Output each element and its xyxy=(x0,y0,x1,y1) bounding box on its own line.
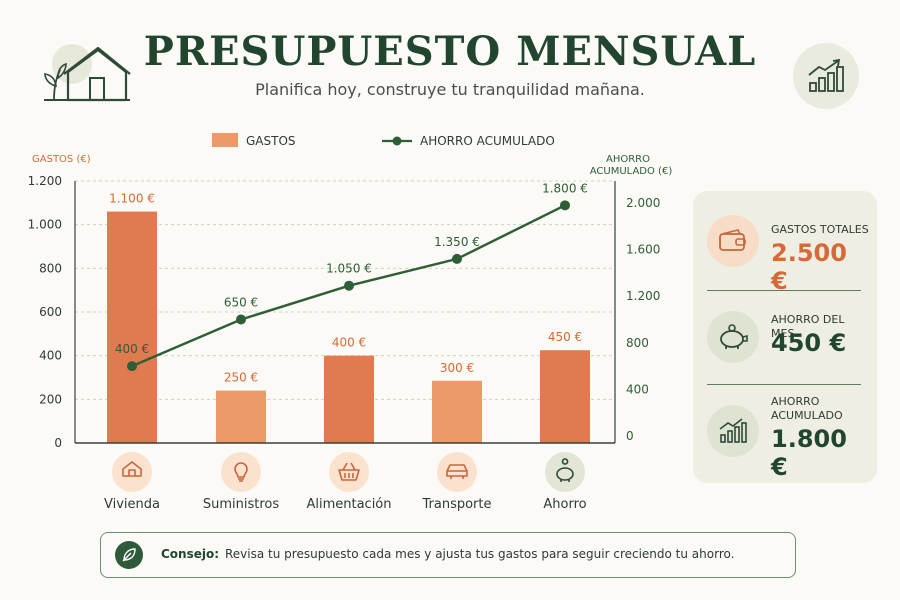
bar-value-label: 1.100 € xyxy=(109,192,155,206)
y-right-tick-label: 1.600 xyxy=(626,243,660,257)
category-4: Ahorro xyxy=(543,452,587,512)
savings-point-2 xyxy=(344,280,354,291)
car-icon xyxy=(446,464,468,479)
tip-label: Consejo: xyxy=(161,547,220,561)
page-title: PRESUPUESTO MENSUAL xyxy=(143,28,757,75)
bar-value-label: 400 € xyxy=(332,336,366,350)
category-label: Vivienda xyxy=(104,497,160,512)
wallet-icon xyxy=(707,215,759,267)
category-1: Suministros xyxy=(203,452,280,512)
y-left-tick-label: 0 xyxy=(54,436,62,450)
house-icon-bg xyxy=(112,452,152,492)
stat-accumulated-savings: AHORRO ACUMULADO 1.800 € xyxy=(705,395,865,481)
y-left-tick-label: 400 xyxy=(39,349,62,363)
stat-value: 1.800 € xyxy=(771,425,847,481)
tip-text: Revisa tu presupuesto cada mes y ajusta … xyxy=(225,547,735,561)
leaf-icon xyxy=(115,541,143,569)
bar-value-label: 250 € xyxy=(224,371,258,385)
y-left-tick-label: 1.200 xyxy=(28,174,62,188)
line-group: 400 € 650 € 1.050 € 1.350 € 1.800 € xyxy=(115,181,588,372)
lightbulb-icon-bg xyxy=(221,452,261,492)
y-right-tick-label: 400 xyxy=(626,382,649,396)
bar-4 xyxy=(540,350,590,443)
piggy-bank-icon xyxy=(707,311,759,363)
savings-value-label: 650 € xyxy=(224,296,258,310)
stat-value: 450 € xyxy=(771,329,847,357)
axes-group: 0 200 400 600 800 1.000 1.200 0 400 800 1.200 1.600… xyxy=(28,174,661,450)
growth-chart-icon xyxy=(793,43,859,109)
stat-label: GASTOS TOTALES xyxy=(771,223,869,236)
stat-monthly-savings: AHORRO DEL MES 450 € xyxy=(705,301,865,381)
savings-point-0 xyxy=(127,361,137,372)
legend-bar-label: GASTOS xyxy=(246,134,296,148)
house-icon xyxy=(122,461,142,477)
y-left-tick-label: 600 xyxy=(39,305,62,319)
savings-value-label: 1.800 € xyxy=(542,181,588,195)
car-icon-bg xyxy=(437,452,477,492)
tip-box: Consejo: Revisa tu presupuesto cada mes … xyxy=(100,532,796,578)
savings-point-1 xyxy=(236,314,246,325)
category-group: Vivienda Suministros Alimentación Transport… xyxy=(104,452,587,512)
stat-value: 2.500 € xyxy=(771,239,847,295)
bar-value-label: 300 € xyxy=(440,361,474,375)
legend-line-marker xyxy=(392,136,402,146)
stat-total-expenses: GASTOS TOTALES 2.500 € xyxy=(705,205,869,295)
category-label: Suministros xyxy=(203,497,280,512)
stat-label: AHORRO ACUMULADO xyxy=(771,395,843,422)
category-label: Transporte xyxy=(422,497,492,512)
piggy-bank-icon xyxy=(556,458,574,482)
savings-value-label: 1.050 € xyxy=(326,262,372,276)
savings-value-label: 1.350 € xyxy=(434,235,480,249)
basket-icon-bg xyxy=(329,452,369,492)
savings-point-4 xyxy=(560,200,570,211)
bar-2 xyxy=(324,355,374,443)
category-label: Alimentación xyxy=(306,497,391,512)
category-2: Alimentación xyxy=(306,452,392,512)
basket-icon xyxy=(338,462,360,481)
summary-panel: GASTOS TOTALES 2.500 € AHORRO DEL MES 45… xyxy=(693,191,877,483)
y-left-tick-label: 1.000 xyxy=(28,218,62,232)
y-left-tick-label: 800 xyxy=(39,261,62,275)
page-subtitle: Planifica hoy, construye tu tranquilidad… xyxy=(255,80,645,99)
category-label: Ahorro xyxy=(543,497,586,512)
y-left-tick-label: 200 xyxy=(39,392,62,406)
legend-bar-swatch xyxy=(212,133,238,147)
bar-0 xyxy=(107,211,157,443)
savings-value-label: 400 € xyxy=(115,342,149,356)
y-right-tick-label: 0 xyxy=(626,429,634,443)
y-right-tick-label: 800 xyxy=(626,336,649,350)
y-right-tick-label: 2.000 xyxy=(626,196,660,210)
bar-value-label: 450 € xyxy=(548,330,582,344)
stat-label: AHORRO DEL MES xyxy=(771,313,845,340)
divider xyxy=(707,290,861,291)
category-3: Transporte xyxy=(422,452,492,512)
savings-point-3 xyxy=(452,253,462,264)
growth-chart-icon xyxy=(707,405,759,457)
piggy-bank-icon-bg xyxy=(545,452,585,492)
y-right-tick-label: 1.200 xyxy=(626,289,660,303)
lightbulb-icon xyxy=(234,462,248,482)
category-0: Vivienda xyxy=(104,452,160,512)
house-plant-icon xyxy=(40,42,132,106)
y-right-axis-title-line2: ACUMULADO (€) xyxy=(590,166,673,177)
divider xyxy=(707,384,861,385)
y-left-axis-title: GASTOS (€) xyxy=(32,154,91,165)
legend-line-label: AHORRO ACUMULADO xyxy=(420,134,555,148)
bar-3 xyxy=(432,380,482,443)
bar-1 xyxy=(216,390,266,443)
bars-group: 1.100 € 250 € 400 € 300 € 450 € xyxy=(107,192,590,443)
y-right-axis-title-line1: AHORRO xyxy=(606,154,650,165)
